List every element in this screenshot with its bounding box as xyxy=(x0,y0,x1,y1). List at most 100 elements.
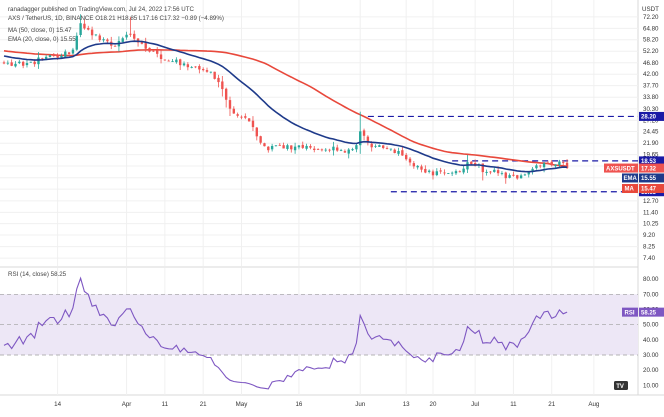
candle-body xyxy=(527,172,530,175)
candle-body xyxy=(328,149,331,151)
candle-body xyxy=(351,149,354,151)
price-tick-label: 33.80 xyxy=(643,94,659,101)
candle-body xyxy=(485,171,488,173)
candle-body xyxy=(240,116,243,118)
rsi-value-tag-box xyxy=(639,307,664,317)
time-tick-label: 20 xyxy=(430,401,437,408)
candle-body xyxy=(420,166,423,170)
candle-body xyxy=(466,162,469,170)
candle-body xyxy=(293,146,297,151)
candle-body xyxy=(370,143,373,148)
candle-body xyxy=(282,145,285,149)
candle-body xyxy=(106,39,109,42)
candle-body xyxy=(493,169,496,172)
candle-body xyxy=(320,149,324,151)
candle-body xyxy=(412,163,416,167)
candle-body xyxy=(228,100,232,109)
candle-body xyxy=(496,170,500,174)
candle-body xyxy=(179,59,182,66)
rsi-line-layer xyxy=(3,276,568,390)
candle-body xyxy=(462,168,465,173)
candle-body xyxy=(64,51,67,57)
candle-body xyxy=(512,174,515,176)
ema-tag-name-box xyxy=(622,173,638,183)
price-axis[interactable]: 7.408.259.2010.2511.4012.7014.2015.8017.… xyxy=(643,14,659,262)
current-price-tag-value: 17.32 xyxy=(641,166,657,172)
time-tick-label: Jul xyxy=(471,401,479,408)
ema-legend[interactable]: EMA (20, close, 0) 15.55 xyxy=(8,36,76,43)
rsi-tick-label: 50.00 xyxy=(643,322,659,329)
symbol-ohlc-line: AXS / TetherUS, 1D, BINANCE O18.21 H18.8… xyxy=(8,15,224,22)
candle-body xyxy=(366,136,370,143)
candle-body xyxy=(21,61,25,66)
price-tick-label: 7.40 xyxy=(643,255,656,262)
level-tag-resistance-lower-box xyxy=(639,156,664,166)
rsi-tick-label: 20.00 xyxy=(643,367,659,374)
price-tick-label: 8.25 xyxy=(643,244,656,251)
candle-body xyxy=(201,69,205,71)
rsi-band-layer xyxy=(0,293,638,356)
candle-body xyxy=(286,145,289,149)
tradingview-logo-icon[interactable] xyxy=(614,381,628,390)
candle-body xyxy=(401,150,404,156)
candle-body xyxy=(385,148,389,149)
candle-body xyxy=(25,63,29,66)
candle-body xyxy=(198,66,201,70)
candle-body xyxy=(255,127,258,137)
candle-body xyxy=(278,144,281,146)
candle-body xyxy=(125,34,128,38)
candle-body xyxy=(516,175,519,179)
price-tick-label: 30.30 xyxy=(643,106,659,113)
candle-body xyxy=(133,33,136,39)
candle-body xyxy=(408,158,412,163)
ma-legend[interactable]: MA (50, close, 0) 15.47 xyxy=(8,27,72,34)
candle-body xyxy=(313,148,316,150)
time-tick-label: May xyxy=(236,401,249,408)
candle-body xyxy=(374,145,377,147)
candle-body xyxy=(550,161,553,166)
candle-body xyxy=(217,77,220,83)
ema-layer xyxy=(3,40,568,173)
candle-body xyxy=(6,62,10,64)
candle-body xyxy=(224,88,228,100)
candle-body xyxy=(439,170,442,172)
price-pane[interactable] xyxy=(0,0,638,266)
candle-body xyxy=(186,64,190,68)
candle-body xyxy=(167,60,170,62)
price-tick-label: 9.20 xyxy=(643,232,656,239)
candle-body xyxy=(531,168,534,172)
candle-body xyxy=(10,62,13,66)
candle-body xyxy=(397,150,400,154)
candle-body xyxy=(443,172,446,174)
rsi-line xyxy=(3,276,568,390)
candle-body xyxy=(504,172,507,179)
time-axis[interactable]: 14 Apr 11 21 May 16 Jun 13 20 Jul 11 21 Aug xyxy=(54,401,600,408)
candle-body xyxy=(209,71,213,73)
candle-body xyxy=(56,54,59,58)
candle-body xyxy=(152,50,155,52)
candle-body xyxy=(171,61,174,63)
candle-body xyxy=(519,175,523,179)
candle-body xyxy=(500,173,504,174)
tradingview-logo-text: TV xyxy=(616,384,624,390)
candle-body xyxy=(48,55,52,58)
ma-line xyxy=(3,49,568,168)
candle-body xyxy=(251,120,255,128)
candle-body xyxy=(481,163,484,173)
time-tick-label: 16 xyxy=(295,401,302,408)
candle-body xyxy=(297,145,301,148)
candle-body xyxy=(270,145,274,150)
current-price-tag-box xyxy=(639,163,664,173)
price-tick-label: 64.80 xyxy=(643,25,659,32)
ema-tag-name: EMA xyxy=(624,176,638,182)
price-tick-label: 58.20 xyxy=(643,37,659,44)
price-tick-label: 21.90 xyxy=(643,140,659,147)
candle-body xyxy=(427,170,431,172)
level-layer xyxy=(367,115,638,193)
rsi-legend[interactable]: RSI (14, close) 58.25 xyxy=(8,271,67,278)
ema-line xyxy=(3,40,568,173)
candle-body xyxy=(431,171,435,176)
